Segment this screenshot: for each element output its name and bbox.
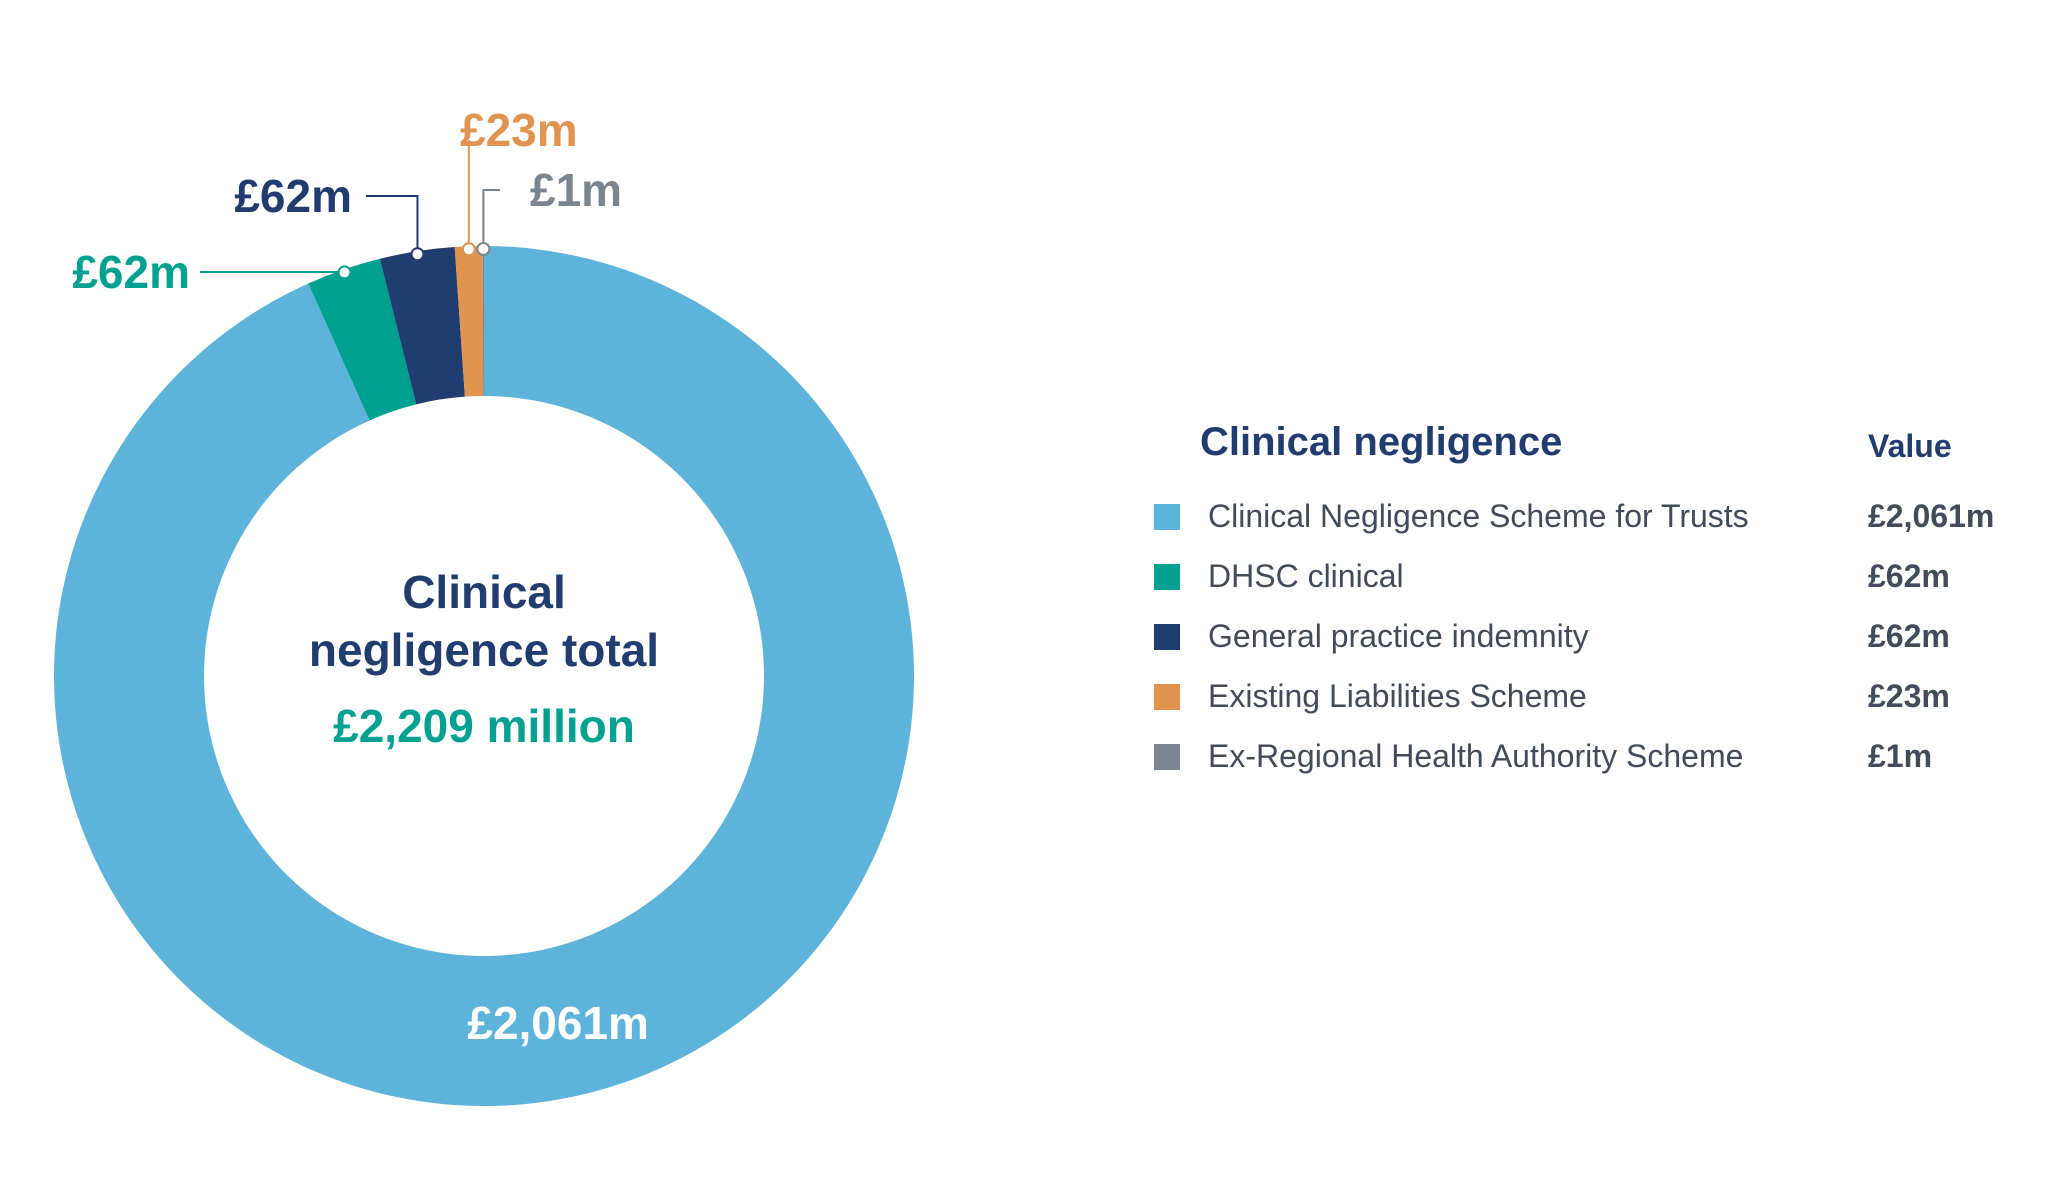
slice-value-label: £1m bbox=[530, 164, 622, 216]
legend-item: General practice indemnity £62m bbox=[1150, 610, 2030, 670]
legend-value: £62m bbox=[1868, 618, 1950, 654]
legend-value: £2,061m bbox=[1868, 498, 1995, 534]
callout-dot bbox=[476, 242, 491, 257]
slice-value-label: £23m bbox=[460, 104, 578, 156]
callout-line bbox=[366, 195, 419, 255]
donut-slice bbox=[308, 258, 417, 421]
legend-label: Existing Liabilities Scheme bbox=[1208, 678, 1587, 714]
donut-slice bbox=[482, 246, 484, 397]
legend-label: Ex-Regional Health Authority Scheme bbox=[1208, 738, 1744, 774]
donut-slice bbox=[379, 247, 465, 405]
legend-item: Clinical Negligence Scheme for Trusts £2… bbox=[1150, 490, 2030, 550]
legend-item: Ex-Regional Health Authority Scheme £1m bbox=[1150, 730, 2030, 790]
legend-title: Clinical negligence bbox=[1200, 420, 1563, 464]
legend-swatch bbox=[1154, 504, 1180, 530]
legend-value: £1m bbox=[1868, 738, 1933, 774]
donut-center-label: Clinical negligence total £2,209 million bbox=[309, 566, 659, 752]
legend-swatch bbox=[1154, 684, 1180, 710]
legend-item: Existing Liabilities Scheme £23m bbox=[1150, 670, 2030, 730]
callout-dot bbox=[410, 247, 425, 262]
legend-value: £23m bbox=[1868, 678, 1950, 714]
legend-swatch bbox=[1154, 744, 1180, 770]
callout-line bbox=[482, 189, 500, 250]
legend-swatch bbox=[1154, 564, 1180, 590]
legend-item: DHSC clinical £62m bbox=[1150, 550, 2030, 610]
legend-header: Clinical negligence Value bbox=[1150, 420, 2030, 490]
center-total: £2,209 million bbox=[333, 700, 635, 752]
center-title-line: Clinical bbox=[402, 566, 566, 618]
callout-dot bbox=[461, 242, 476, 257]
legend-label: Clinical Negligence Scheme for Trusts bbox=[1208, 498, 1749, 534]
legend-value: £62m bbox=[1868, 558, 1950, 594]
slice-callouts: £2,061m £62m £62m £23m £1m bbox=[72, 104, 649, 1049]
slice-value-label: £62m bbox=[72, 246, 190, 298]
donut-slice bbox=[53, 246, 914, 1106]
callout-dot bbox=[337, 265, 352, 280]
legend: Clinical negligence Value Clinical Negli… bbox=[1150, 420, 2030, 790]
slice-value-label: £62m bbox=[234, 170, 352, 222]
legend-swatch bbox=[1154, 624, 1180, 650]
legend-label: DHSC clinical bbox=[1208, 558, 1404, 594]
slice-value-label: £2,061m bbox=[467, 997, 649, 1049]
legend-value-header: Value bbox=[1868, 428, 1952, 464]
donut-slices bbox=[53, 246, 914, 1106]
donut-slice bbox=[454, 246, 484, 397]
legend-label: General practice indemnity bbox=[1208, 618, 1589, 654]
center-title-line: negligence total bbox=[309, 624, 659, 676]
